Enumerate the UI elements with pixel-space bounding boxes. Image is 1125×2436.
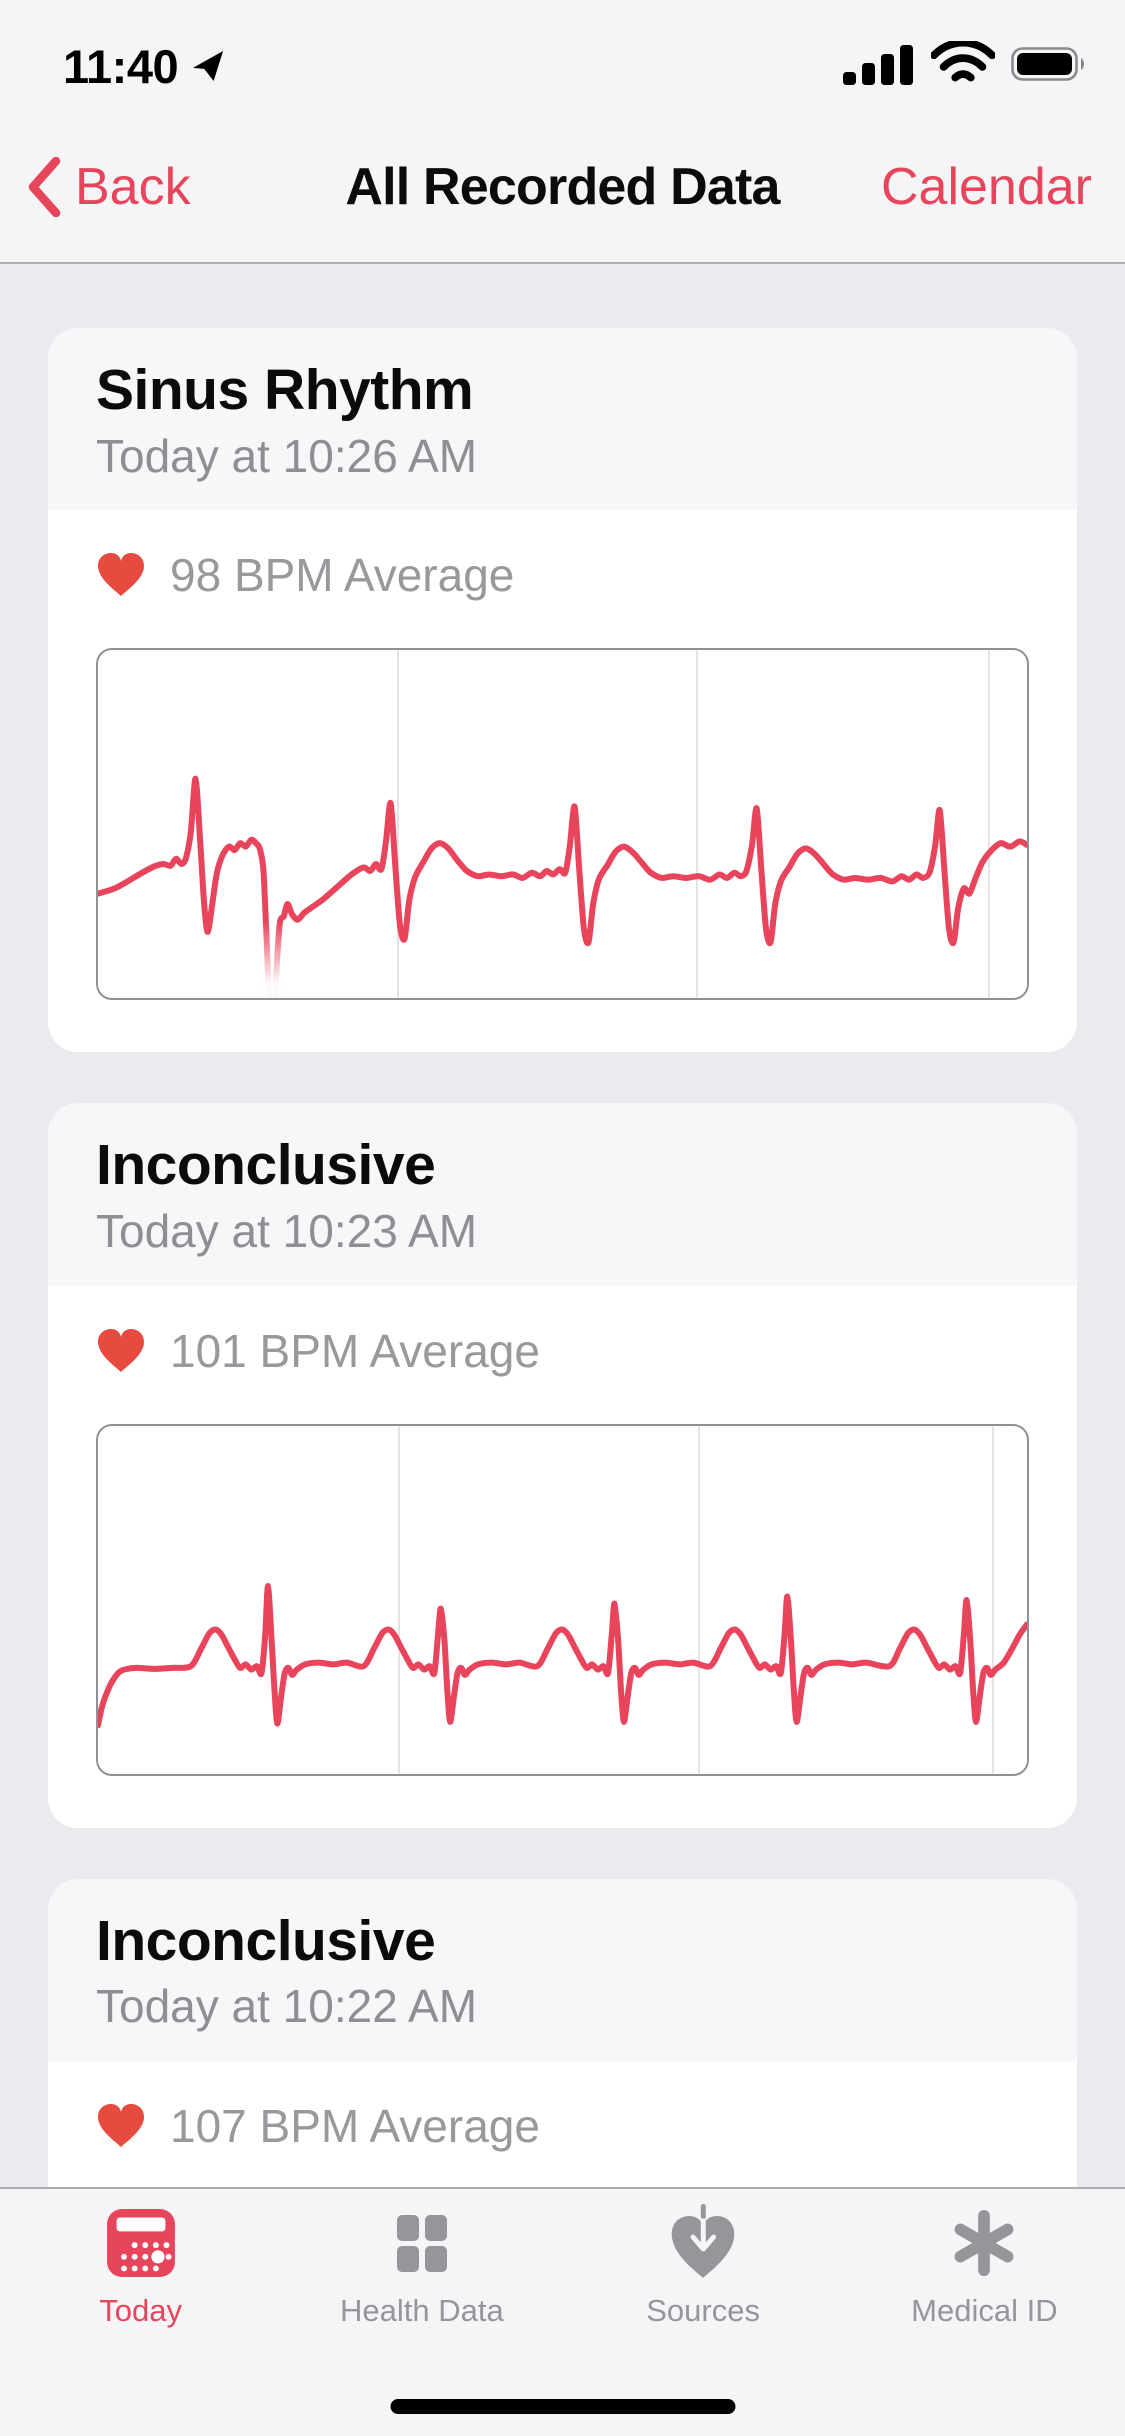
tab-label: Health Data [340,2293,504,2328]
tab-label: Medical ID [911,2293,1058,2328]
ecg-classification: Inconclusive [96,1133,436,1198]
heart-icon [98,553,144,597]
bpm-row: 98 BPM Average [96,548,1029,602]
bpm-row: 101 BPM Average [96,1324,1029,1378]
navigation-bar: Back All Recorded Data Calendar [0,112,1125,262]
chart-gridline [696,650,699,999]
ecg-card-header: Inconclusive Today at 10:23 AM [48,1103,1077,1286]
chart-gridline [398,1425,401,1774]
recorded-data-list: Sinus Rhythm Today at 10:26 AM 98 BPM Av… [0,266,1125,2436]
ecg-classification: Sinus Rhythm [96,358,474,422]
bpm-row: 107 BPM Average [96,2099,1029,2153]
chart-gridline [397,650,400,999]
ecg-timestamp: Today at 10:26 AM [96,429,478,482]
calendar-icon [103,2205,179,2281]
top-chrome: 11:40 [0,0,1125,264]
wifi-icon [930,38,996,92]
grid-icon [384,2205,460,2281]
page-title: All Recorded Data [345,158,780,216]
bpm-average-label: 101 BPM Average [170,1324,540,1377]
ecg-record-card[interactable]: Sinus Rhythm Today at 10:26 AM 98 BPM Av… [48,328,1077,1053]
back-button-label: Back [75,158,191,216]
tab-label: Today [99,2293,182,2328]
ecg-card-header: Inconclusive Today at 10:22 AM [48,1878,1077,2062]
ecg-timestamp: Today at 10:23 AM [96,1204,478,1257]
back-button[interactable]: Back [27,112,191,262]
chart-gridline [987,650,990,999]
ecg-waveform-chart [96,648,1029,1001]
battery-icon [1011,46,1089,86]
bpm-average-label: 98 BPM Average [170,549,515,602]
ecg-card-header: Sinus Rhythm Today at 10:26 AM [48,328,1077,511]
ecg-card-body: 101 BPM Average [48,1285,1077,1828]
status-bar: 11:40 [0,24,1125,108]
medical-asterisk-icon [946,2205,1022,2281]
heart-arrow-icon [665,2204,741,2281]
status-time: 11:40 [63,39,179,93]
tab-today[interactable]: Today [0,2189,281,2436]
ecg-card-body: 98 BPM Average [48,510,1077,1053]
location-arrow-icon [192,50,224,82]
calendar-button[interactable]: Calendar [880,158,1092,216]
chart-gridline [698,1425,701,1774]
heart-icon [98,2104,144,2148]
ecg-classification: Inconclusive [96,1908,436,1973]
bpm-average-label: 107 BPM Average [170,2100,540,2153]
tab-health-data[interactable]: Health Data [281,2189,562,2436]
chevron-left-icon [28,157,61,217]
ecg-record-card[interactable]: Inconclusive Today at 10:23 AM 101 BPM A… [48,1103,1077,1828]
chart-gridline [991,1425,994,1774]
heart-icon [98,1328,144,1372]
ecg-timestamp: Today at 10:22 AM [96,1980,478,2033]
tab-bar: Today Health Data [0,2187,1125,2436]
tab-medical-id[interactable]: Medical ID [844,2189,1125,2436]
tab-sources[interactable]: Sources [563,2189,844,2436]
ecg-waveform-chart [96,1423,1029,1776]
waveform-fade-artifact [248,921,297,999]
cellular-signal-icon [843,43,915,90]
tab-label: Sources [646,2293,760,2328]
home-indicator[interactable] [390,2399,735,2414]
status-icons [843,38,1089,92]
